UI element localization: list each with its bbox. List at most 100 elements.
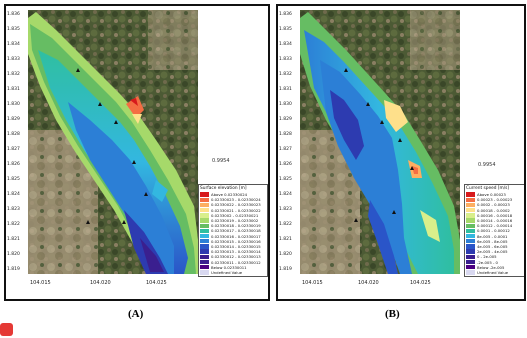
legend-label: Undefined Value — [477, 269, 509, 275]
y-tick: 1.835 — [7, 27, 20, 32]
y-tick: 1.830 — [7, 102, 20, 107]
legend-label: 0.00018 - 0.0002 — [477, 207, 510, 213]
legend-swatch — [466, 228, 475, 234]
legend-row: 6e-005 - 8e-005 — [466, 239, 524, 244]
y-tick: 1.823 — [7, 207, 20, 212]
legend-label: 0.02330013 - 0.02330014 — [211, 249, 261, 255]
legend-label: 0.02330019 - 0.0233002 — [211, 218, 259, 224]
legend-row: -2e-005 - 0 — [466, 259, 524, 265]
legend-swatch — [466, 207, 475, 213]
legend-row: 0.00014 - 0.00016 — [466, 218, 524, 224]
panel-b-current-speed: 1.836 1.835 1.834 1.833 1.832 1.831 1.83… — [276, 4, 526, 301]
x-tick: 104.025 — [146, 280, 167, 286]
legend-label: 0 - 2e-005 — [477, 254, 497, 260]
y-tick: 1.831 — [279, 87, 292, 92]
legend-swatch — [200, 223, 209, 228]
y-tick: 1.822 — [279, 222, 292, 227]
legend-swatch — [200, 249, 209, 254]
legend-swatch — [200, 202, 209, 208]
y-tick: 1.832 — [279, 72, 292, 77]
water-zone — [68, 102, 174, 274]
legend-row: 0.02330021 - 0.02330022 — [200, 208, 266, 213]
legend-label: 0.02330012 - 0.02330013 — [211, 254, 261, 260]
y-tick: 1.823 — [279, 207, 292, 212]
legend-label: 0.02330014 - 0.02330015 — [211, 243, 261, 249]
legend-title: Surface elevation [m] — [200, 186, 247, 191]
legend-row: Below 0.02330011 — [200, 265, 266, 270]
legend-label: 2e-005 - 4e-005 — [477, 249, 508, 255]
station-marker-icon — [354, 218, 358, 222]
legend-row: 2e-005 - 4e-005 — [466, 249, 524, 255]
y-tick: 1.819 — [279, 267, 292, 272]
legend-row: 0.02330019 - 0.0233002 — [200, 218, 266, 223]
legend-swatch — [200, 254, 209, 260]
x-tick: 104.015 — [30, 280, 51, 286]
station-marker-icon — [366, 102, 370, 106]
station-marker-icon — [76, 68, 80, 72]
y-tick: 1.825 — [279, 177, 292, 182]
legend-swatch — [466, 239, 475, 244]
land-satellite-imagery — [410, 10, 460, 70]
water-zone — [420, 210, 440, 242]
y-tick: 1.824 — [279, 192, 292, 197]
y-tick: 1.820 — [7, 252, 20, 257]
station-marker-icon — [114, 120, 118, 124]
legend-swatch — [200, 228, 209, 234]
y-tick: 1.826 — [7, 162, 20, 167]
legend-swatch — [466, 270, 475, 275]
legend-row: Undefined Value — [466, 269, 524, 275]
caption-b: (B) — [385, 308, 400, 320]
station-marker-icon — [86, 220, 90, 224]
x-tick: 104.020 — [90, 280, 111, 286]
water-zone — [152, 180, 168, 202]
station-marker-icon — [144, 192, 148, 196]
station-marker-icon — [98, 102, 102, 106]
legend-label: 0.00012 - 0.00014 — [477, 223, 513, 229]
legend-label: 0.02330016 - 0.02330017 — [211, 233, 261, 239]
water-zone — [368, 200, 398, 274]
legend-row: Below -2e-005 — [466, 264, 524, 270]
legend-label: 0.0001 - 0.00012 — [477, 228, 510, 234]
legend-title: Current speed [m/s] — [466, 186, 510, 191]
legend-row: 0.02330014 - 0.02330015 — [200, 244, 266, 249]
y-tick: 1.824 — [7, 192, 20, 197]
legend-swatch — [466, 202, 475, 208]
y-tick: 1.833 — [7, 57, 20, 62]
legend-label: 0.00014 - 0.00016 — [477, 218, 513, 224]
station-marker-icon — [410, 166, 414, 170]
legend-label: Below -2e-005 — [477, 264, 505, 270]
legend-swatch — [466, 259, 475, 265]
legend-swatch — [200, 233, 209, 239]
y-tick: 1.835 — [279, 27, 292, 32]
legend-label: 0.02330015 - 0.02330016 — [211, 238, 261, 244]
legend-label: 0.02330017 - 0.02330018 — [211, 228, 261, 234]
y-tick: 1.828 — [279, 132, 292, 137]
legend-swatch — [200, 244, 209, 249]
high-value-patch — [130, 98, 138, 106]
legend-swatch — [466, 223, 475, 228]
legend-row: 0.02330015 - 0.02330016 — [200, 239, 266, 244]
station-marker-icon — [344, 68, 348, 72]
legend-label: 0.0002 - 0.00023 — [477, 202, 510, 208]
legend-swatch — [466, 233, 475, 239]
legend-swatch — [200, 239, 209, 244]
y-tick: 1.830 — [279, 102, 292, 107]
panel-a-y-axis: 1.836 1.835 1.834 1.833 1.832 1.831 1.83… — [7, 12, 27, 272]
land-satellite-imagery — [148, 10, 198, 70]
station-marker-icon — [132, 160, 136, 164]
legend-row: 0.0233002 - 0.02330021 — [200, 213, 266, 218]
legend-swatch — [200, 207, 209, 213]
legend-swatch — [466, 192, 475, 197]
legend-swatch — [466, 213, 475, 218]
legend-row: 4e-005 - 6e-005 — [466, 244, 524, 249]
panel-b-y-axis: 1.836 1.835 1.834 1.833 1.832 1.831 1.83… — [279, 12, 299, 272]
y-tick: 1.836 — [7, 12, 20, 17]
current-speed-map — [300, 10, 460, 274]
y-tick: 1.834 — [7, 42, 20, 47]
legend-row: 0.02330017 - 0.02330018 — [200, 228, 266, 233]
legend-label: 0.02330021 - 0.02330022 — [211, 207, 261, 213]
y-tick: 1.821 — [7, 237, 20, 242]
scale-label: 0.9954 — [478, 162, 496, 168]
legend-label: Below 0.02330011 — [211, 264, 247, 270]
surface-elevation-map — [28, 10, 198, 274]
